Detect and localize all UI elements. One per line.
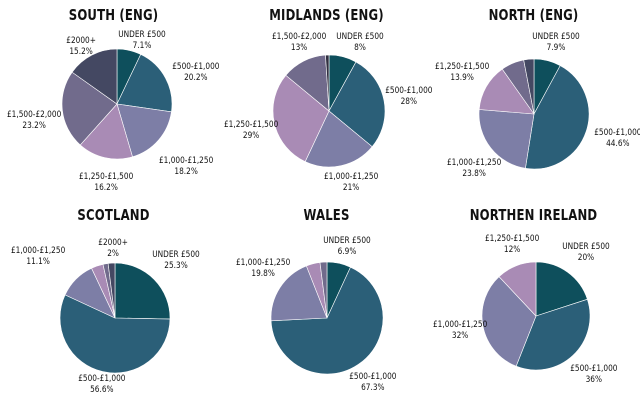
pie-scotland <box>59 262 171 374</box>
slice-label-500-1000: £500-£1,000 56.6% <box>78 374 126 395</box>
pie-slice-1-250-1-500 <box>79 103 133 160</box>
chart-title: WALES <box>303 206 350 224</box>
pie-slice-2000 <box>107 262 116 319</box>
pie-slice-under-500 <box>114 262 171 320</box>
pie-panel-midlands: MIDLANDS (ENG) £1,500-£2,000 13% UNDER £5… <box>220 0 433 200</box>
pie-slice-1-500-2-000 <box>319 261 328 319</box>
slice-label-under-500: UNDER £500 8% <box>336 32 384 53</box>
pie-slice-500-1-000 <box>116 53 173 113</box>
chart-title: SOUTH (ENG) <box>68 6 159 24</box>
slice-label-1500-2000: £1,500-£2,000 13% <box>271 32 327 53</box>
pie-slice-1-000-1-250 <box>481 276 537 367</box>
pie-slice-1-000-1-250 <box>304 110 373 168</box>
slice-label-under-500: UNDER £500 7.9% <box>532 32 580 53</box>
slice-label-1000-1250: £1,000-£1,250 11.1% <box>10 246 66 267</box>
chart-title: MIDLANDS (ENG) <box>269 6 384 24</box>
pie-north <box>478 58 590 170</box>
pie-slice-500-1-000 <box>515 298 591 371</box>
pie-slice-2000 <box>71 48 118 105</box>
pie-northern-ireland <box>481 261 591 371</box>
slice-label-1500-2000: £1,500-£2,000 23.2% <box>6 110 62 131</box>
slice-label-1000-1250: £1,000-£1,250 23.8% <box>446 158 502 179</box>
slice-label-1000-1250: £1,000-£1,250 32% <box>432 320 488 341</box>
pie-slice-500-1-000 <box>59 294 171 374</box>
pie-slice-1-000-1-250 <box>270 265 328 322</box>
pie-slice-1-000-1-250 <box>478 109 535 169</box>
slice-label-1250-1500: £1,250-£1,500 13.9% <box>434 62 490 83</box>
pie-panel-north: NORTH (ENG) UNDER £500 7.9% £1,250-£1,500… <box>427 0 640 200</box>
slice-label-2000-plus: £2000+ 15.2% <box>66 36 96 57</box>
slice-label-500-1000: £500-£1,000 67.3% <box>349 372 397 393</box>
slice-label-500-1000: £500-£1,000 44.6% <box>594 128 640 149</box>
pie-slice-1-000-1-250 <box>116 103 172 158</box>
pie-midlands <box>272 54 386 168</box>
pie-panel-northern-ireland: NORTHEN IRELAND £1,250-£1,500 12% UNDER £… <box>427 202 640 400</box>
slice-label-under-500: UNDER £500 6.9% <box>323 236 371 257</box>
pie-slice-1-250-1-500 <box>272 74 330 163</box>
pie-slice-500-1-000 <box>525 65 590 170</box>
slice-label-under-500: UNDER £500 7.1% <box>118 30 166 51</box>
pie-slice-2000 <box>523 58 535 115</box>
pie-slice-under-500 <box>535 261 588 317</box>
pie-wales <box>270 261 384 375</box>
slice-label-500-1000: £500-£1,000 28% <box>385 86 433 107</box>
chart-title: SCOTLAND <box>77 206 150 224</box>
slice-label-under-500: UNDER £500 20% <box>562 242 610 263</box>
slice-label-1000-1250: £1,000-£1,250 21% <box>323 172 379 193</box>
slice-label-1250-1500: £1,250-£1,500 12% <box>484 234 540 255</box>
slice-label-1000-1250: £1,000-£1,250 19.8% <box>235 258 291 279</box>
slice-label-under-500: UNDER £500 25.3% <box>152 250 200 271</box>
chart-title: NORTH (ENG) <box>488 6 579 24</box>
slice-label-1250-1500: £1,250-£1,500 16.2% <box>78 172 134 193</box>
pie-slice-1-250-1-500 <box>498 261 537 317</box>
slice-label-500-1000: £500-£1,000 20.2% <box>172 62 220 83</box>
pie-slice-1-500-2-000 <box>61 71 118 146</box>
pie-panel-south: SOUTH (ENG) UNDER £500 7.1% £500-£1,000 20… <box>7 0 220 200</box>
pie-south <box>61 48 173 160</box>
slice-label-500-1000: £500-£1,000 36% <box>570 364 618 385</box>
pie-slice-500-1-000 <box>328 61 386 148</box>
chart-title: NORTHEN IRELAND <box>469 206 598 224</box>
pie-slice-500-1-000 <box>270 266 384 375</box>
pie-panel-wales: WALES UNDER £500 6.9% £1,000-£1,250 19.8% … <box>220 202 433 400</box>
slice-label-2000-plus: £2000+ 2% <box>98 238 128 259</box>
slice-label-1250-1500: £1,250-£1,500 29% <box>223 120 279 141</box>
slice-label-1000-1250: £1,000-£1,250 18.2% <box>158 156 214 177</box>
pie-slice-other <box>325 54 330 112</box>
pie-panel-scotland: SCOTLAND £1,000-£1,250 11.1% £2000+ 2% UND… <box>7 202 220 400</box>
